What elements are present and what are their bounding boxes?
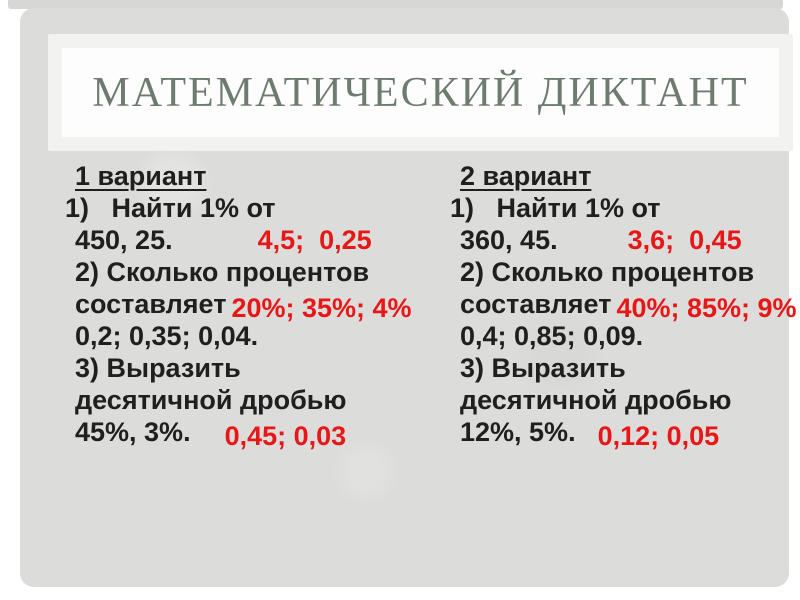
problem-text: десятичной дробью bbox=[75, 385, 347, 415]
answer-text: 4,5; 0,25 bbox=[257, 225, 372, 255]
answer-text: 0,12; 0,05 bbox=[597, 421, 720, 451]
answer-text: 20%; 35%; 4% bbox=[231, 293, 412, 323]
problem-text: 450, 25. bbox=[75, 225, 173, 255]
variant-2-header: 2 вариант bbox=[460, 161, 592, 191]
answer-text: 3,6; 0,45 bbox=[627, 225, 742, 255]
answer-text: 40%; 85%; 9% bbox=[616, 293, 797, 323]
problem-line: 1) Найти 1% от bbox=[65, 192, 435, 224]
problem-text: составляет bbox=[75, 289, 227, 319]
problem-text: 3) Выразить bbox=[460, 353, 626, 383]
problem-text: 12%, 5%. bbox=[460, 417, 576, 447]
problem-line: 3) Выразить bbox=[450, 352, 800, 384]
problem-line: 450, 25. 4,5; 0,25 bbox=[65, 224, 435, 256]
problem-text: 2) Сколько процентов bbox=[75, 257, 370, 287]
problem-line: 0,2; 0,35; 0,04. bbox=[65, 320, 435, 352]
problem-text: 0,2; 0,35; 0,04. bbox=[75, 321, 259, 351]
variant-1-header: 1 вариант bbox=[75, 161, 207, 191]
problem-text: 1) Найти 1% от bbox=[450, 193, 661, 223]
problem-line: 1) Найти 1% от bbox=[450, 192, 800, 224]
top-edge-strip bbox=[8, 0, 783, 9]
problem-line: 2) Сколько процентов bbox=[65, 256, 435, 288]
slide-panel: МАТЕМАТИЧЕСКИЙ ДИКТАНТ 1 вариант 1) Найт… bbox=[20, 8, 797, 587]
problem-line: 0,4; 0,85; 0,09. bbox=[450, 320, 800, 352]
problem-line: 360, 45. 3,6; 0,45 bbox=[450, 224, 800, 256]
problem-line: десятичной дробью bbox=[450, 384, 800, 416]
slide-title: МАТЕМАТИЧЕСКИЙ ДИКТАНТ bbox=[92, 69, 749, 116]
variant-1-column: 1 вариант 1) Найти 1% от 450, 25. 4,5; 0,… bbox=[65, 160, 435, 451]
title-bar-inner: МАТЕМАТИЧЕСКИЙ ДИКТАНТ bbox=[62, 48, 779, 137]
variant-2-column: 2 вариант 1) Найти 1% от 360, 45. 3,6; 0,… bbox=[450, 160, 800, 451]
problem-line: 3) Выразить bbox=[65, 352, 435, 384]
problem-text: 3) Выразить bbox=[75, 353, 241, 383]
problem-line: десятичной дробью bbox=[65, 384, 435, 416]
title-bar: МАТЕМАТИЧЕСКИЙ ДИКТАНТ bbox=[48, 34, 793, 151]
problem-line: составляет 40%; 85%; 9% bbox=[450, 288, 800, 323]
problem-text: 1) Найти 1% от bbox=[65, 193, 276, 223]
problem-line: 12%, 5%. 0,12; 0,05 bbox=[450, 416, 800, 451]
problem-text: 2) Сколько процентов bbox=[460, 257, 755, 287]
problem-text: 0,4; 0,85; 0,09. bbox=[460, 321, 644, 351]
answer-text: 0,45; 0,03 bbox=[224, 421, 347, 451]
problem-text: десятичной дробью bbox=[460, 385, 732, 415]
problem-text: 360, 45. bbox=[460, 225, 558, 255]
problem-text: составляет bbox=[460, 289, 612, 319]
problem-line: 2) Сколько процентов bbox=[450, 256, 800, 288]
problem-line: составляет 20%; 35%; 4% bbox=[65, 288, 435, 323]
problem-line: 45%, 3%. 0,45; 0,03 bbox=[65, 416, 435, 451]
problem-text: 45%, 3%. bbox=[75, 417, 191, 447]
